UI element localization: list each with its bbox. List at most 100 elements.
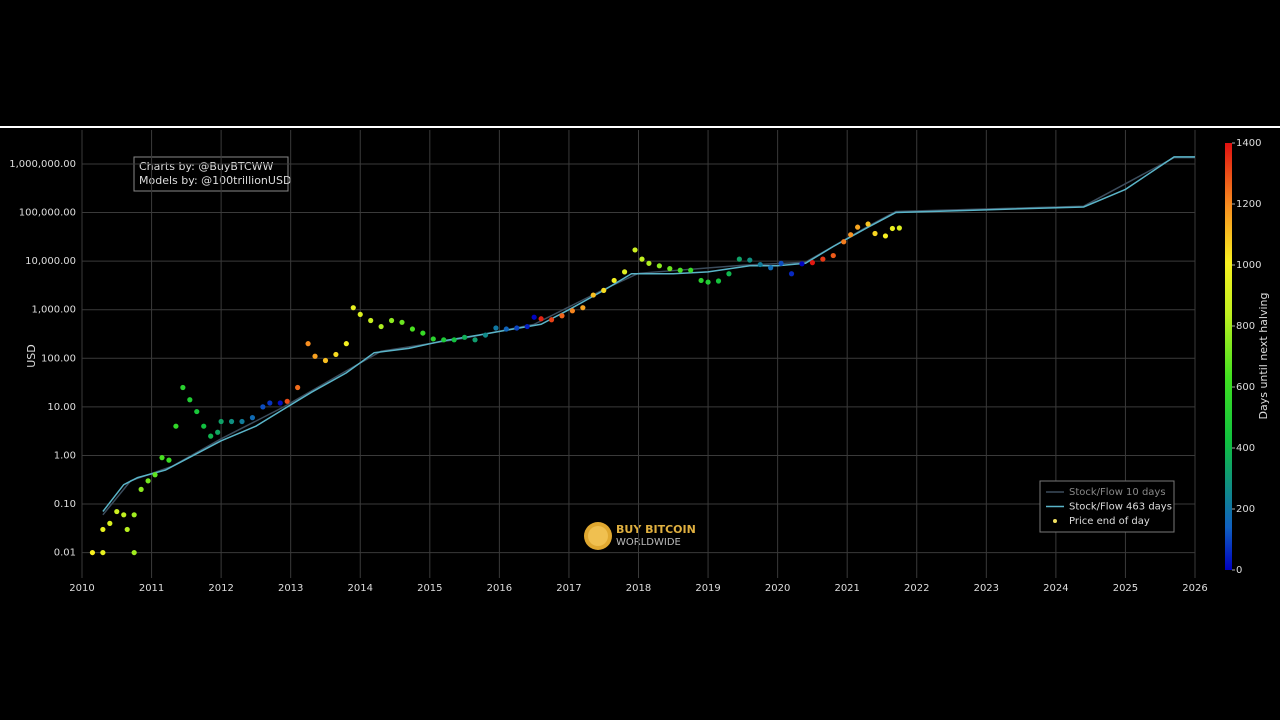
price-point (667, 266, 673, 272)
price-point (441, 337, 447, 343)
logo-text: BUY BITCOIN (616, 523, 696, 536)
price-point (621, 269, 628, 275)
price-point (194, 408, 200, 415)
colorbar-tick-label: 0 (1236, 565, 1242, 576)
colorbar-tick-label: 1400 (1236, 138, 1261, 149)
y-tick-label: 0.10 (54, 499, 76, 510)
price-point (688, 267, 694, 273)
price-point (524, 323, 530, 330)
price-point (277, 400, 283, 406)
price-point (357, 311, 363, 318)
colorbar-tick-label: 800 (1236, 321, 1255, 332)
price-point (215, 429, 221, 435)
price-point (378, 323, 384, 330)
price-point (322, 357, 329, 364)
logo: BUY BITCOIN WORLDWIDE (584, 522, 696, 550)
price-point (333, 351, 339, 358)
price-point (493, 325, 499, 331)
price-point (726, 271, 732, 277)
price-point (124, 526, 130, 533)
price-point (841, 239, 847, 245)
price-point (788, 271, 795, 277)
price-point (173, 423, 179, 429)
price-point (809, 260, 816, 266)
price-point (768, 265, 774, 271)
price-point (114, 508, 120, 515)
x-tick-label: 2012 (208, 583, 233, 594)
price-point (121, 512, 127, 518)
price-point (830, 252, 836, 259)
y-tick-label: 10.00 (47, 402, 76, 413)
price-point (350, 305, 356, 311)
y-tick-label: 1,000.00 (31, 305, 76, 316)
price-point (451, 337, 457, 343)
y-tick-label: 100,000.00 (19, 208, 76, 219)
x-tick-label: 2026 (1182, 583, 1207, 594)
x-tick-label: 2011 (139, 583, 164, 594)
price-point (632, 247, 638, 253)
price-point (100, 526, 106, 533)
price-point (778, 260, 784, 266)
x-tick-label: 2014 (348, 583, 373, 594)
price-point (249, 415, 256, 421)
price-point (848, 232, 854, 238)
price-point (677, 267, 683, 273)
price-point (166, 457, 172, 463)
price-point (799, 261, 805, 267)
price-point (472, 337, 478, 343)
x-tick-label: 2024 (1043, 583, 1068, 594)
x-tick-label: 2023 (974, 583, 999, 594)
price-point (131, 549, 137, 556)
x-tick-label: 2020 (765, 583, 790, 594)
price-point (882, 233, 889, 239)
price-point (305, 341, 311, 347)
price-point (145, 478, 151, 484)
price-point (590, 292, 596, 298)
colorbar-label: Days until next halving (1257, 293, 1270, 420)
price-point (228, 418, 235, 425)
x-tick-label: 2021 (834, 583, 859, 594)
price-point (559, 313, 565, 319)
x-tick-label: 2019 (695, 583, 720, 594)
price-point (872, 230, 878, 237)
legend-label: Price end of day (1069, 516, 1150, 527)
price-point (201, 423, 207, 429)
price-point (503, 326, 509, 332)
price-point (430, 336, 436, 342)
y-tick-label: 1,000,000.00 (9, 159, 76, 170)
y-tick-label: 0.01 (54, 548, 76, 559)
price-point (260, 404, 266, 410)
price-point (267, 400, 273, 406)
annotation: Charts by: @BuyBTCWW Models by: @100tril… (133, 156, 291, 192)
price-point (284, 398, 290, 404)
price-point (138, 486, 144, 492)
price-point (705, 279, 711, 285)
x-tick-label: 2016 (487, 583, 512, 594)
price-point (656, 263, 662, 269)
price-point (409, 326, 416, 332)
price-point (159, 455, 165, 461)
price-point (187, 397, 193, 403)
legend-label: Stock/Flow 10 days (1069, 487, 1166, 498)
price-point (715, 278, 722, 284)
x-tick-label: 2013 (278, 583, 303, 594)
price-point (646, 260, 652, 266)
price-point (601, 287, 607, 293)
x-tick-label: 2015 (417, 583, 442, 594)
legend-label: Stock/Flow 463 days (1069, 502, 1172, 513)
price-point (399, 319, 405, 325)
colorbar-tick-label: 600 (1236, 382, 1255, 393)
model-line (102, 156, 1195, 516)
logo-text: WORLDWIDE (616, 537, 681, 548)
price-point (343, 341, 349, 347)
x-tick-label: 2017 (556, 583, 581, 594)
price-point (131, 512, 137, 518)
price-point (180, 384, 186, 391)
price-point (747, 257, 753, 263)
price-point (548, 317, 555, 323)
price-point (312, 353, 318, 359)
price-point (368, 317, 374, 324)
y-tick-label: 1.00 (54, 450, 76, 461)
logo-coin-inner (588, 526, 608, 546)
